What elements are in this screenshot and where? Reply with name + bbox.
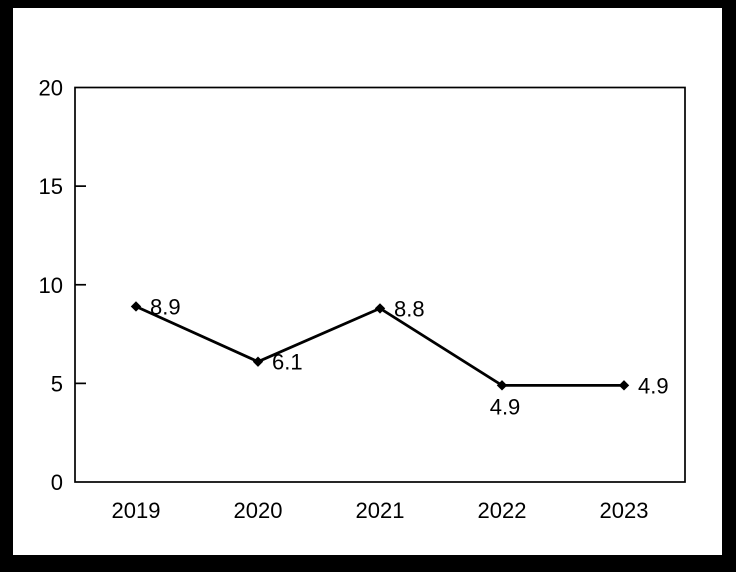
y-axis-tick-label: 10 — [39, 273, 63, 298]
series-line — [134, 305, 626, 387]
data-point-marker — [618, 380, 630, 391]
x-axis-tick-label: 2023 — [600, 498, 649, 523]
line-chart: 0 5 10 15 20 2019 2020 2021 2022 2023 8.9 6.1 8.8 4.9… — [39, 76, 686, 523]
x-axis-tick-label: 2020 — [234, 498, 283, 523]
data-point-label: 8.8 — [394, 296, 425, 321]
data-point-marker — [252, 356, 264, 367]
x-axis-tick-label: 2021 — [356, 498, 405, 523]
x-axis-tick-label: 2022 — [478, 498, 527, 523]
plot-area-border — [74, 86, 686, 483]
data-point-label: 4.9 — [490, 394, 521, 419]
data-point-label: 4.9 — [638, 373, 669, 398]
y-axis-tick-label: 0 — [51, 470, 63, 495]
y-axis-tick-label: 20 — [39, 76, 63, 101]
data-point-label: 8.9 — [150, 294, 181, 319]
data-point-marker — [130, 301, 142, 312]
data-point-marker — [496, 380, 508, 391]
x-axis-tick-label: 2019 — [112, 498, 161, 523]
y-axis-tick-label: 5 — [51, 371, 63, 396]
chart-canvas: 0 5 10 15 20 2019 2020 2021 2022 2023 8.9 6.1 8.8 4.9… — [13, 8, 722, 555]
data-point-marker — [374, 303, 386, 314]
y-axis-tick-label: 15 — [39, 174, 63, 199]
data-point-label: 6.1 — [272, 350, 303, 375]
